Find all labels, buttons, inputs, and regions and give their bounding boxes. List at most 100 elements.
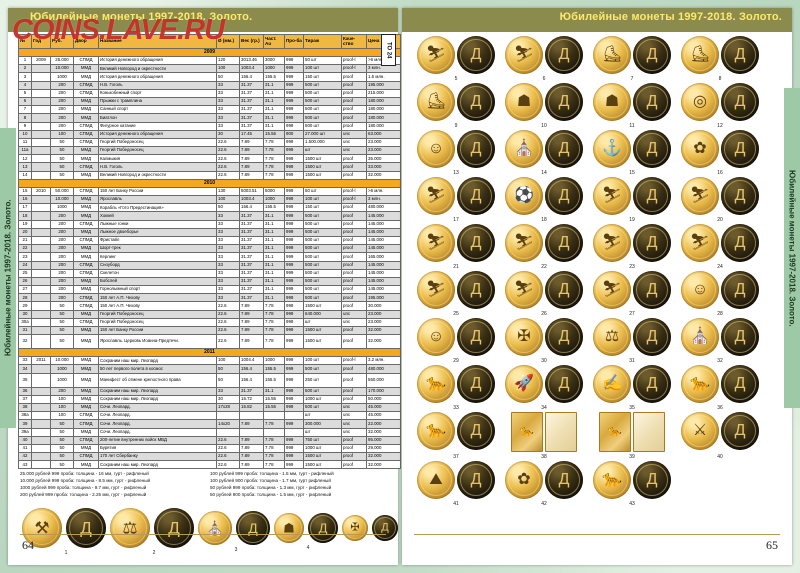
table-cell: Георгий Победоносец (98, 146, 217, 156)
table-cell: 31.1 (263, 293, 285, 303)
right-page-number: 65 (766, 538, 778, 552)
coin-table-wrap: № Год Руб. Двор Название Ø (мм.) Вес (гр.) Част… (18, 34, 401, 470)
coin-caption: 17 (453, 217, 459, 223)
table-cell: 40 (18, 435, 32, 445)
table-cell: 31.1 (263, 227, 285, 237)
coin-caption: 7 (630, 76, 634, 82)
coin-pair: ✿ Д 42 (502, 461, 586, 507)
table-cell: 1004.4 (239, 356, 264, 366)
table-cell: 999 (284, 244, 304, 254)
footnote-line: 100 рублей 999 проба: толщина - 1.5 мм, … (210, 471, 334, 476)
table-cell: 500 шт (303, 293, 342, 303)
table-cell: proof (341, 443, 367, 454)
double-eagle-icon: Д (646, 93, 658, 110)
coin-obverse: ⛪ (198, 511, 232, 545)
table-cell: proof (341, 80, 367, 90)
table-cell: 31.37 (239, 235, 264, 246)
coin-pair: ⛷ Д 20 (678, 177, 762, 223)
table-cell (31, 402, 51, 413)
table-cell: 145.000 (366, 244, 401, 254)
table-cell: 999 (284, 105, 304, 115)
table-cell: СПМД (73, 419, 99, 429)
table-row: 5 200 СПМД Конькобежный спорт 33 31.37 31.1 999… (18, 88, 401, 98)
table-cell: 500 шт (303, 211, 342, 221)
table-cell: 7.89 (239, 435, 264, 445)
table-cell: 999 (284, 293, 304, 303)
table-cell: 25.000 (50, 55, 74, 66)
coin-motif-icon: ☗ (516, 93, 532, 110)
coin-pair: 🐆 Д 33 (414, 365, 498, 411)
double-eagle-icon: Д (734, 140, 746, 157)
table-cell: 50 (50, 162, 74, 172)
coin-obverse: ⛷ (417, 271, 455, 309)
table-cell: 23.000 (366, 146, 401, 156)
coin-caption: 30 (541, 358, 547, 364)
table-cell: ММД (73, 154, 99, 164)
table-cell: 500 шт (303, 244, 342, 254)
table-row: 22 200 ММД Шорт-трек 33 31.37 31.1 999 500 шт pro… (18, 244, 401, 254)
coin-rim (68, 510, 104, 546)
table-cell: 150 шт (303, 72, 342, 82)
table-cell: 500 шт (303, 260, 342, 270)
table-cell: 33 (216, 105, 240, 115)
coin-caption: 36 (717, 405, 723, 411)
double-eagle-icon: Д (470, 46, 482, 63)
coin-motif-icon: ⛷ (601, 187, 623, 204)
table-row: 26 200 ММД Бобслей 33 31.37 31.1 999 500 шт proof… (18, 276, 401, 287)
table-row: 36 200 ММД Сохраним наш мир. Леопард 33 31.37… (18, 386, 401, 396)
coin-bar (633, 412, 665, 452)
table-cell: Лыжное двоеборье (98, 227, 217, 237)
double-eagle-icon: Д (646, 328, 658, 345)
table-cell: 150 шт (303, 203, 342, 213)
plate-coin-slot: ⚖ (110, 508, 150, 548)
table-cell: 43 (18, 460, 32, 470)
table-cell: 100 (50, 394, 74, 404)
table-cell: СПМД (73, 260, 99, 270)
table-cell: 999 (284, 325, 304, 336)
table-cell: unc (341, 317, 367, 328)
coin-motif-icon: 🐆 (426, 422, 446, 439)
table-cell: 50 (50, 435, 74, 445)
coin-motif-icon: ☗ (283, 520, 295, 536)
plate-row: 🐆 Д 37 🐆 38 🐆 39 ⚔ Д 40 (414, 412, 766, 460)
year-label: 2010 (18, 178, 401, 188)
table-cell: 150 лет Банку России (98, 186, 217, 197)
table-cell: 145.000 (366, 227, 401, 237)
table-cell: 33 (216, 260, 240, 270)
table-cell (31, 162, 51, 172)
table-cell: 30a (18, 317, 32, 328)
coin-motif-icon: ⛸ (689, 46, 711, 63)
table-cell: ММД (73, 394, 99, 404)
coin-caption: 12 (717, 123, 723, 129)
table-cell: Ярославль. Церковь Иоанна-Предтечи. (98, 334, 217, 350)
coin-reverse: Д (545, 318, 583, 356)
table-col-header: № (18, 34, 32, 49)
coin-reverse: Д (308, 513, 338, 543)
table-cell: 32 (18, 334, 32, 350)
table-cell: Сохраним наш мир. Леопард (98, 460, 217, 470)
coin-pair: ⚔ Д 40 (678, 412, 762, 460)
double-eagle-icon: Д (470, 375, 482, 392)
coin-reverse: Д (721, 365, 759, 403)
coin-rim (419, 367, 453, 401)
table-cell: 31.1 (263, 88, 285, 98)
table-cell: ММД (73, 364, 99, 374)
table-cell (31, 364, 51, 374)
coin-reverse: Д (457, 318, 495, 356)
coin-obverse: 🚀 (505, 365, 543, 403)
table-cell: 200 (50, 276, 74, 287)
table-cell: 999 (284, 227, 304, 237)
coin-obverse: ✿ (505, 461, 543, 499)
coin-rim (419, 414, 453, 448)
coin-rim (547, 85, 581, 119)
coin-pair: 🐆 Д 43 (590, 461, 674, 507)
table-cell (31, 317, 51, 328)
table-cell: 22.6 (216, 137, 240, 148)
table-cell: 7.89 (239, 137, 264, 148)
coin-caption: 42 (541, 501, 547, 507)
coin-obverse: ⚓ (593, 130, 631, 168)
table-cell: 500 шт (303, 364, 342, 374)
coin-pair: ☺ Д 13 (414, 130, 498, 176)
coin-obverse: ⛷ (505, 36, 543, 74)
table-cell: 170 лет Сбербанку (98, 452, 217, 462)
